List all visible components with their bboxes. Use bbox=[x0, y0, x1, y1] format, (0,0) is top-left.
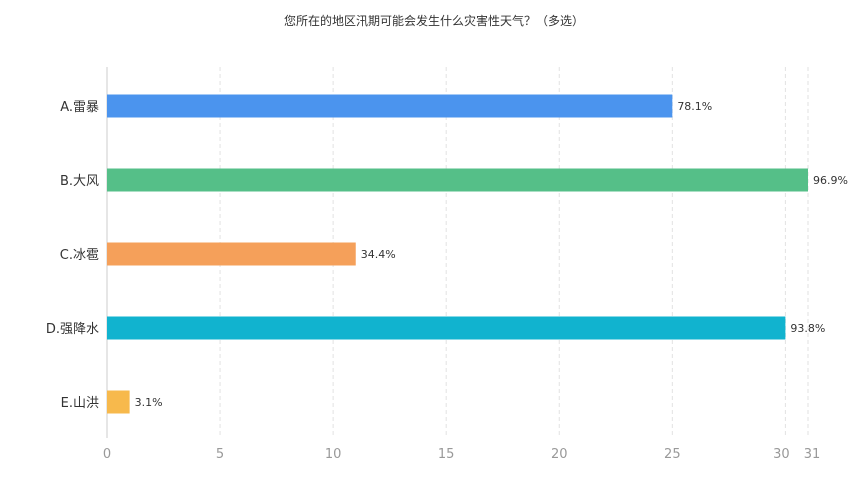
data-label: 34.4% bbox=[361, 248, 396, 261]
bar bbox=[107, 94, 673, 118]
bar bbox=[107, 242, 356, 266]
category-label: B.大风 bbox=[60, 174, 99, 189]
data-label: 93.8% bbox=[790, 322, 825, 335]
bar bbox=[107, 316, 786, 340]
x-tick-label: 10 bbox=[325, 447, 342, 462]
data-label: 96.9% bbox=[813, 174, 848, 187]
bar bbox=[107, 390, 130, 414]
chart-title: 您所在的地区汛期可能会发生什么灾害性天气？（多选） bbox=[284, 13, 584, 28]
category-label: D.强降水 bbox=[46, 322, 99, 337]
category-label: A.雷暴 bbox=[60, 100, 99, 115]
x-tick-label: 30 bbox=[773, 447, 790, 462]
data-label: 78.1% bbox=[677, 100, 712, 113]
data-label: 3.1% bbox=[135, 396, 163, 409]
bar bbox=[107, 168, 808, 192]
x-axis-ticks: 0 5 10 15 20 25 30 31 bbox=[103, 447, 820, 462]
category-label: C.冰雹 bbox=[60, 248, 99, 263]
x-tick-label: 25 bbox=[664, 447, 681, 462]
x-tick-label: 15 bbox=[438, 447, 455, 462]
bars bbox=[107, 94, 808, 414]
labels: A.雷暴 78.1% B.大风 96.9% C.冰雹 34.4% D.强降水 93.8% E.山… bbox=[46, 100, 848, 411]
x-tick-label: 31 bbox=[804, 447, 821, 462]
category-label: E.山洪 bbox=[61, 396, 99, 411]
x-tick-label: 5 bbox=[216, 447, 224, 462]
x-tick-label: 20 bbox=[551, 447, 568, 462]
x-tick-label: 0 bbox=[103, 447, 111, 462]
